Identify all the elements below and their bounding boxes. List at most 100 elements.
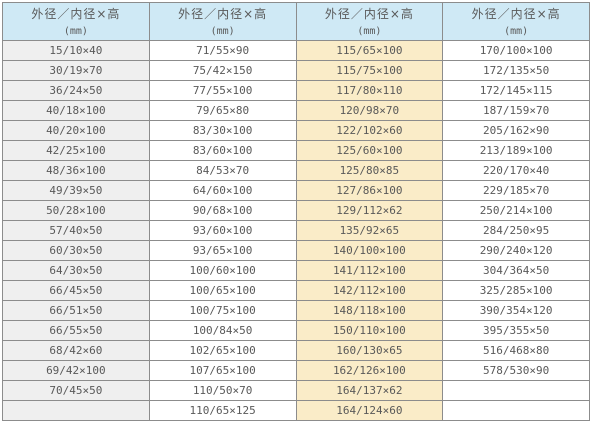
table-cell: 229/185×70 <box>442 180 590 201</box>
table-cell: 49/39×50 <box>2 180 150 201</box>
header-title: 外径／内径×高 <box>31 6 121 21</box>
table-row: 57/40×50 93/60×100 135/92×65 284/250×95 <box>2 220 590 241</box>
table-row: 66/45×50 100/65×100 142/112×100 325/285×100 <box>2 280 590 301</box>
table-cell <box>2 400 150 421</box>
table-cell: 150/110×100 <box>295 320 444 341</box>
table-cell: 93/65×100 <box>148 240 297 261</box>
table-cell: 115/65×100 <box>295 40 444 61</box>
table-cell: 142/112×100 <box>295 280 444 301</box>
table-cell: 160/130×65 <box>295 340 444 361</box>
table-row: 70/45×50 110/50×70 164/137×62 <box>2 380 590 401</box>
table-cell: 66/45×50 <box>2 280 150 301</box>
table-cell: 390/354×120 <box>442 300 590 321</box>
table-cell: 187/159×70 <box>442 100 590 121</box>
header-unit: (mm) <box>210 25 235 37</box>
table-header: 外径／内径×高 (mm) 外径／内径×高 (mm) 外径／内径×高 (mm) 外… <box>2 2 590 41</box>
table-cell: 162/126×100 <box>295 360 444 381</box>
table-cell: 135/92×65 <box>295 220 444 241</box>
table-body: 15/10×40 71/55×90 115/65×100 170/100×100 30/… <box>2 40 590 421</box>
table-cell: 213/189×100 <box>442 140 590 161</box>
table-cell: 71/55×90 <box>148 40 297 61</box>
table-row: 66/51×50 100/75×100 148/118×100 390/354×120 <box>2 300 590 321</box>
table-cell: 172/145×115 <box>442 80 590 101</box>
table-cell: 40/20×100 <box>2 120 150 141</box>
table-cell: 129/112×62 <box>295 200 444 221</box>
table-cell: 140/100×100 <box>295 240 444 261</box>
table-row: 50/28×100 90/68×100 129/112×62 250/214×100 <box>2 200 590 221</box>
table-cell: 578/530×90 <box>442 360 590 381</box>
header-cell-col3: 外径／内径×高 (mm) <box>295 2 444 41</box>
table-row: 30/19×70 75/42×150 115/75×100 172/135×50 <box>2 60 590 81</box>
header-unit: (mm) <box>63 25 88 37</box>
table-cell: 107/65×100 <box>148 360 297 381</box>
table-row: 40/20×100 83/30×100 122/102×60 205/162×90 <box>2 120 590 141</box>
table-cell: 30/19×70 <box>2 60 150 81</box>
header-title: 外径／内径×高 <box>178 6 268 21</box>
table-cell: 77/55×100 <box>148 80 297 101</box>
table-cell: 325/285×100 <box>442 280 590 301</box>
table-cell: 125/80×85 <box>295 160 444 181</box>
table-cell: 100/84×50 <box>148 320 297 341</box>
table-cell: 79/65×80 <box>148 100 297 121</box>
table-cell: 172/135×50 <box>442 60 590 81</box>
table-cell <box>442 380 590 401</box>
table-row: 66/55×50 100/84×50 150/110×100 395/355×50 <box>2 320 590 341</box>
table-cell: 48/36×100 <box>2 160 150 181</box>
table-cell: 127/86×100 <box>295 180 444 201</box>
header-cell-col1: 外径／内径×高 (mm) <box>2 2 150 41</box>
table-cell: 100/65×100 <box>148 280 297 301</box>
table-cell: 66/51×50 <box>2 300 150 321</box>
header-title: 外径／内径×高 <box>324 6 414 21</box>
table-cell: 250/214×100 <box>442 200 590 221</box>
table-row: 42/25×100 83/60×100 125/60×100 213/189×100 <box>2 140 590 161</box>
table-cell: 304/364×50 <box>442 260 590 281</box>
table-cell: 100/60×100 <box>148 260 297 281</box>
table-row: 60/30×50 93/65×100 140/100×100 290/240×120 <box>2 240 590 261</box>
table-row: 64/30×50 100/60×100 141/112×100 304/364×50 <box>2 260 590 281</box>
table-cell: 164/137×62 <box>295 380 444 401</box>
header-unit: (mm) <box>504 25 529 37</box>
table-cell: 93/60×100 <box>148 220 297 241</box>
table-cell: 69/42×100 <box>2 360 150 381</box>
table-cell: 83/60×100 <box>148 140 297 161</box>
table-row: 36/24×50 77/55×100 117/80×110 172/145×115 <box>2 80 590 101</box>
table-cell: 90/68×100 <box>148 200 297 221</box>
table-cell: 170/100×100 <box>442 40 590 61</box>
table-cell: 68/42×60 <box>2 340 150 361</box>
table-row: 49/39×50 64/60×100 127/86×100 229/185×70 <box>2 180 590 201</box>
table-cell: 36/24×50 <box>2 80 150 101</box>
table-cell: 15/10×40 <box>2 40 150 61</box>
spec-table: 外径／内径×高 (mm) 外径／内径×高 (mm) 外径／内径×高 (mm) 外… <box>2 2 590 421</box>
table-cell: 125/60×100 <box>295 140 444 161</box>
table-cell: 117/80×110 <box>295 80 444 101</box>
table-cell: 141/112×100 <box>295 260 444 281</box>
table-cell: 205/162×90 <box>442 120 590 141</box>
header-row: 外径／内径×高 (mm) 外径／内径×高 (mm) 外径／内径×高 (mm) 外… <box>2 2 590 41</box>
table-cell: 395/355×50 <box>442 320 590 341</box>
header-cell-col2: 外径／内径×高 (mm) <box>148 2 297 41</box>
table-cell: 115/75×100 <box>295 60 444 81</box>
table-cell: 57/40×50 <box>2 220 150 241</box>
table-row: 40/18×100 79/65×80 120/98×70 187/159×70 <box>2 100 590 121</box>
table-row: 15/10×40 71/55×90 115/65×100 170/100×100 <box>2 40 590 61</box>
table-cell: 64/60×100 <box>148 180 297 201</box>
table-cell: 84/53×70 <box>148 160 297 181</box>
table-cell: 40/18×100 <box>2 100 150 121</box>
table-cell: 284/250×95 <box>442 220 590 241</box>
table-cell: 148/118×100 <box>295 300 444 321</box>
table-cell: 120/98×70 <box>295 100 444 121</box>
table-cell: 110/50×70 <box>148 380 297 401</box>
table-row: 69/42×100 107/65×100 162/126×100 578/530×90 <box>2 360 590 381</box>
table-row: 48/36×100 84/53×70 125/80×85 220/170×40 <box>2 160 590 181</box>
table-cell: 50/28×100 <box>2 200 150 221</box>
table-cell: 122/102×60 <box>295 120 444 141</box>
table-cell: 220/170×40 <box>442 160 590 181</box>
table-cell: 66/55×50 <box>2 320 150 341</box>
table-row: 68/42×60 102/65×100 160/130×65 516/468×80 <box>2 340 590 361</box>
header-unit: (mm) <box>357 25 382 37</box>
table-cell: 42/25×100 <box>2 140 150 161</box>
table-cell: 75/42×150 <box>148 60 297 81</box>
table-cell: 100/75×100 <box>148 300 297 321</box>
table-cell <box>442 400 590 421</box>
table-cell: 110/65×125 <box>148 400 297 421</box>
